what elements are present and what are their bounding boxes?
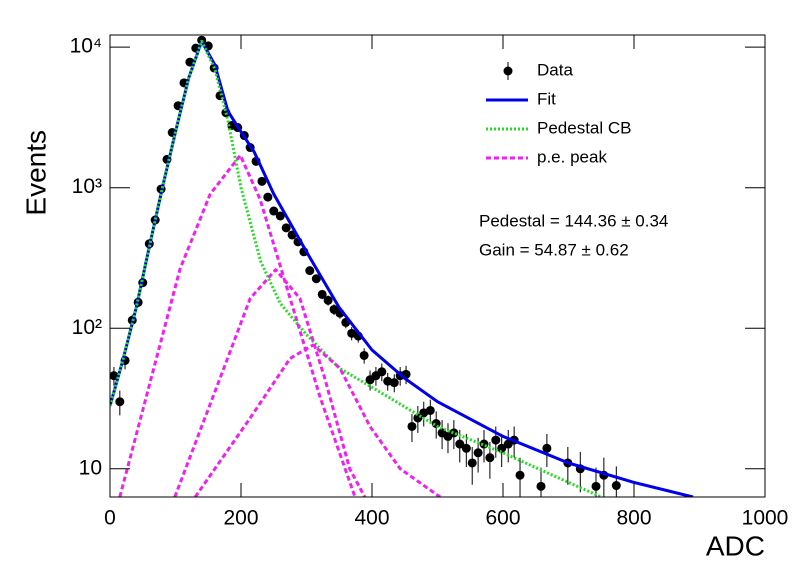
data-point bbox=[473, 448, 483, 458]
data-point bbox=[269, 206, 279, 216]
legend-label: p.e. peak bbox=[537, 147, 607, 166]
data-point bbox=[311, 274, 321, 284]
x-tick-label: 0 bbox=[104, 507, 116, 530]
annotation: Pedestal = 144.36 ± 0.34 bbox=[479, 211, 668, 230]
data-point bbox=[611, 481, 621, 491]
plot-frame bbox=[109, 34, 766, 498]
data-point bbox=[455, 439, 465, 449]
data-point bbox=[323, 295, 333, 305]
x-tick-label: 1000 bbox=[742, 507, 789, 530]
plot-area bbox=[110, 35, 694, 497]
data-point bbox=[542, 443, 552, 453]
data-point bbox=[431, 419, 441, 429]
legend-label: Fit bbox=[537, 89, 556, 108]
x-tick-label: 400 bbox=[354, 507, 389, 530]
data-point bbox=[461, 443, 471, 453]
legend-label: Pedestal CB bbox=[537, 118, 632, 137]
data-point bbox=[377, 367, 387, 377]
data-point bbox=[425, 405, 435, 415]
y-tick-label: 10² bbox=[72, 316, 102, 339]
curve bbox=[118, 153, 441, 497]
data-point bbox=[263, 192, 273, 202]
curve bbox=[110, 39, 602, 497]
y-axis-title: Events bbox=[20, 130, 51, 216]
data-point bbox=[485, 453, 495, 463]
data-point bbox=[467, 458, 477, 468]
x-tick-label: 200 bbox=[223, 507, 258, 530]
x-axis-title: ADC bbox=[706, 530, 765, 561]
data-point bbox=[479, 439, 489, 449]
x-tick-label: 800 bbox=[616, 507, 651, 530]
data-point bbox=[281, 223, 291, 233]
data-point bbox=[389, 378, 399, 388]
x-tick-label: 600 bbox=[485, 507, 520, 530]
data-point bbox=[491, 435, 501, 445]
annotation: Gain = 54.87 ± 0.62 bbox=[479, 240, 629, 259]
data-point bbox=[115, 397, 125, 407]
data-point bbox=[515, 470, 525, 480]
data-point bbox=[305, 266, 315, 276]
y-tick-label: 10⁴ bbox=[70, 35, 102, 58]
data-point bbox=[407, 421, 417, 431]
data-point bbox=[110, 371, 119, 381]
data-point bbox=[317, 289, 327, 299]
legend-label: Data bbox=[537, 60, 573, 79]
data-point bbox=[591, 481, 601, 491]
data-point bbox=[497, 443, 507, 453]
data-point bbox=[275, 211, 285, 221]
y-tick-label: 10³ bbox=[72, 175, 102, 198]
data-point bbox=[359, 350, 369, 360]
legend-marker bbox=[503, 66, 513, 76]
y-tick-label: 10 bbox=[79, 456, 102, 479]
curve bbox=[110, 39, 694, 497]
data-point bbox=[257, 176, 267, 186]
data-point bbox=[536, 481, 546, 491]
